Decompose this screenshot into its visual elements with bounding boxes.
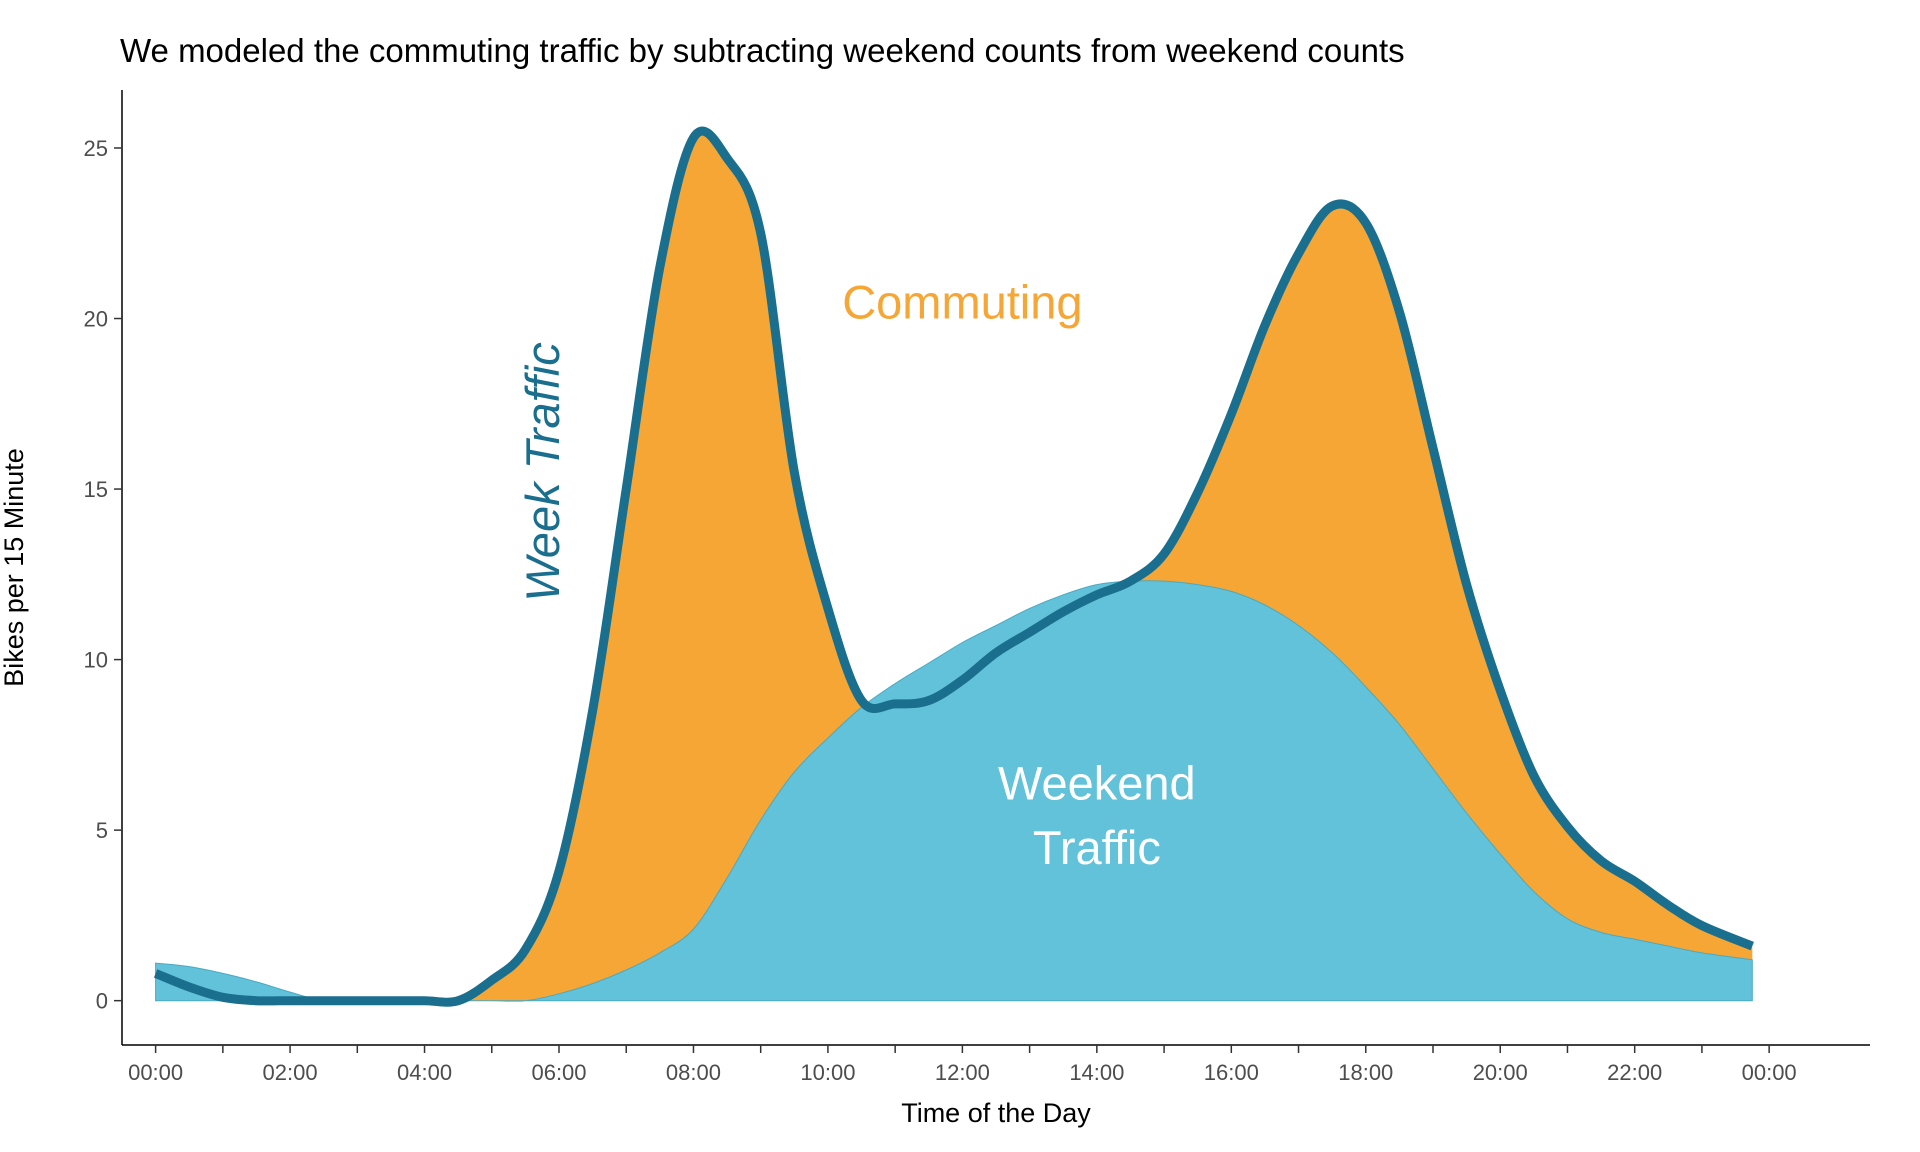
x-tick-label: 22:00 bbox=[1607, 1060, 1662, 1085]
y-tick-label: 10 bbox=[84, 648, 108, 673]
x-axis-ticks: 00:00 02:00 04:00 06:00 08:00 10:00 12:00 14:00… bbox=[128, 1045, 1797, 1085]
annotation-label: Traffic bbox=[1033, 821, 1161, 874]
x-tick-label: 12:00 bbox=[935, 1060, 990, 1085]
y-tick-label: 0 bbox=[96, 989, 108, 1014]
x-tick-label: 08:00 bbox=[666, 1060, 721, 1085]
x-tick-label: 00:00 bbox=[128, 1060, 183, 1085]
x-tick-label: 00:00 bbox=[1742, 1060, 1797, 1085]
y-axis-title: Bikes per 15 Minute bbox=[0, 448, 29, 687]
annotation-label: Weekend bbox=[998, 756, 1196, 809]
plot-area bbox=[153, 126, 1754, 1007]
annotation-label: Week Traffic bbox=[516, 342, 569, 601]
y-tick-label: 20 bbox=[84, 307, 108, 332]
y-tick-label: 25 bbox=[84, 136, 108, 161]
x-tick-label: 06:00 bbox=[531, 1060, 586, 1085]
x-tick-label: 20:00 bbox=[1473, 1060, 1528, 1085]
x-tick-label: 04:00 bbox=[397, 1060, 452, 1085]
x-tick-label: 10:00 bbox=[800, 1060, 855, 1085]
y-axis-ticks: 0 5 10 15 20 25 bbox=[84, 136, 122, 1014]
week-traffic-line bbox=[153, 126, 1754, 1007]
x-tick-label: 18:00 bbox=[1338, 1060, 1393, 1085]
x-tick-label: 16:00 bbox=[1204, 1060, 1259, 1085]
annotations: Commuting Weekend Traffic Week Traffic bbox=[516, 276, 1196, 875]
x-axis-title: Time of the Day bbox=[901, 1098, 1091, 1128]
y-tick-label: 5 bbox=[96, 818, 108, 843]
x-tick-label: 02:00 bbox=[263, 1060, 318, 1085]
annotation-label: Commuting bbox=[842, 276, 1082, 329]
y-tick-label: 15 bbox=[84, 477, 108, 502]
x-tick-label: 14:00 bbox=[1069, 1060, 1124, 1085]
chart-title: We modeled the commuting traffic by subt… bbox=[120, 32, 1405, 69]
